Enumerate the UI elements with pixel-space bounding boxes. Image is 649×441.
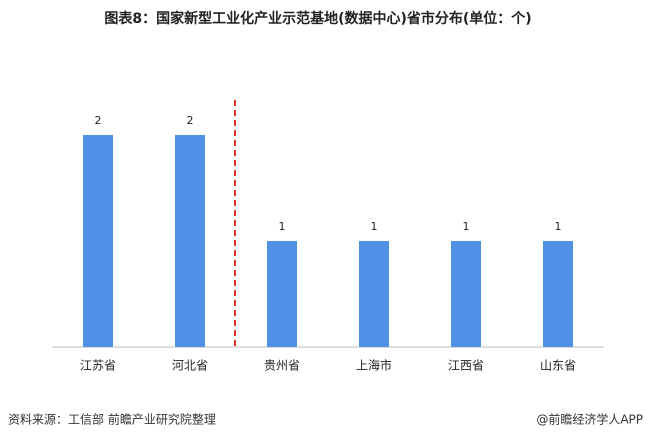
bar xyxy=(83,135,113,347)
bar xyxy=(543,241,573,347)
x-tick-label: 上海市 xyxy=(356,358,392,373)
x-tick-label: 贵州省 xyxy=(264,359,300,373)
x-tick-label: 江苏省 xyxy=(80,359,116,373)
source: 资料来源：工信部 前瞻产业研究院整理 xyxy=(8,412,216,427)
value-label: 1 xyxy=(279,220,286,233)
value-label: 1 xyxy=(371,220,378,233)
value-label: 2 xyxy=(95,114,102,127)
x-tick-label: 山东省 xyxy=(540,359,576,373)
value-label: 1 xyxy=(555,220,562,233)
x-tick-label: 河北省 xyxy=(172,359,208,373)
bar xyxy=(175,135,205,347)
x-tick-label: 江西省 xyxy=(448,359,484,373)
credit: @前瞻经济学人APP xyxy=(536,412,643,427)
value-label: 2 xyxy=(187,114,194,127)
value-label: 1 xyxy=(463,220,470,233)
bar xyxy=(267,241,297,347)
chart-title: 图表8：国家新型工业化产业示范基地(数据中心)省市分布(单位：个) xyxy=(104,10,531,27)
bar xyxy=(359,241,389,347)
bar xyxy=(451,241,481,347)
